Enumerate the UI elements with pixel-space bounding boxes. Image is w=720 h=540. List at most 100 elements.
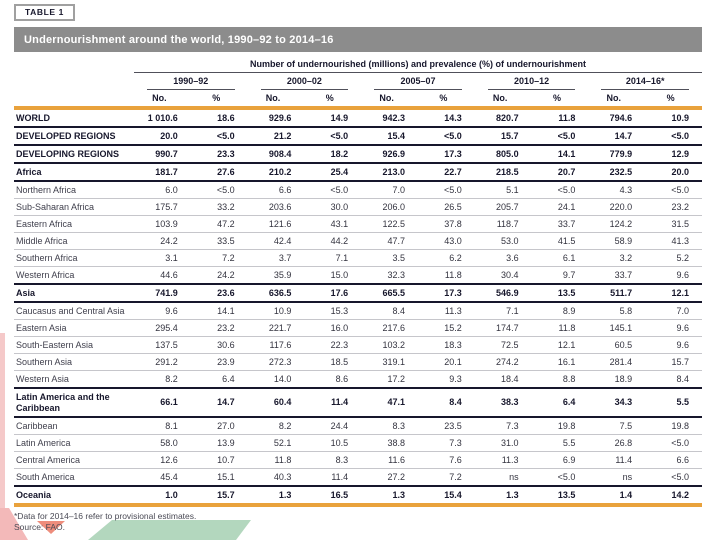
cell-value: 221.7: [247, 319, 305, 337]
cell-value: 122.5: [361, 215, 418, 233]
cell-value: 3.5: [361, 249, 418, 267]
cell-value: 929.6: [247, 108, 305, 128]
cell-value: 18.2: [304, 145, 362, 164]
cell-value: 9.7: [531, 266, 589, 285]
corner-cell: [14, 73, 134, 91]
row-label: Africa: [14, 163, 134, 182]
subcolumn-header-row: No. % No. % No. % No. % No. %: [14, 90, 702, 110]
cell-value: 14.3: [417, 108, 475, 128]
table-row: DEVELOPED REGIONS 20.0 <5.0 21.2 <5.0 15.4 <5.…: [14, 127, 702, 146]
cell-value: 281.4: [588, 353, 646, 371]
cell-value: 27.6: [190, 163, 248, 182]
cell-value: 145.1: [588, 319, 646, 337]
period-header: 1990–92: [134, 73, 248, 90]
cell-value: 11.4: [588, 451, 646, 469]
cell-value: 805.0: [474, 145, 532, 164]
cell-value: 23.6: [190, 284, 248, 303]
cell-value: 23.5: [417, 417, 475, 435]
cell-value: 9.6: [645, 336, 702, 354]
cell-value: 232.5: [588, 163, 646, 182]
cell-value: 58.9: [588, 232, 646, 250]
group-header-row: Number of undernourished (millions) and …: [14, 58, 702, 73]
table-row: Sub-Saharan Africa 175.7 33.2 203.6 30.0 206.…: [14, 198, 702, 216]
cell-value: 779.9: [588, 145, 646, 164]
row-label: DEVELOPED REGIONS: [14, 127, 134, 146]
cell-value: 990.7: [134, 145, 191, 164]
cell-value: 1.0: [134, 486, 191, 507]
cell-value: 20.0: [134, 127, 191, 146]
cell-value: 47.1: [361, 388, 418, 418]
cell-value: ns: [474, 468, 532, 487]
table-row: Northern Africa 6.0 <5.0 6.6 <5.0 7.0 <5.0 5.1 <…: [14, 181, 702, 199]
cell-value: <5.0: [645, 181, 702, 199]
row-label: South-Eastern Asia: [14, 336, 134, 354]
footnote-source: Source: FAO.: [14, 522, 66, 533]
cell-value: 20.7: [531, 163, 589, 182]
cell-value: <5.0: [190, 181, 248, 199]
table-row: WORLD 1 010.6 18.6 929.6 14.9 942.3 14.3 820.7 1…: [14, 108, 702, 128]
cell-value: 218.5: [474, 163, 532, 182]
cell-value: 5.5: [531, 434, 589, 452]
cell-value: 16.1: [531, 353, 589, 371]
corner-cell: [14, 58, 134, 73]
cell-value: 1.3: [474, 486, 532, 507]
cell-value: 17.6: [304, 284, 362, 303]
cell-value: 12.6: [134, 451, 191, 469]
cell-value: 124.2: [588, 215, 646, 233]
cell-value: <5.0: [531, 181, 589, 199]
cell-value: 741.9: [134, 284, 191, 303]
cell-value: 33.2: [190, 198, 248, 216]
cell-value: 15.7: [474, 127, 532, 146]
row-label: WORLD: [14, 108, 134, 128]
cell-value: 6.6: [645, 451, 702, 469]
table-row: South-Eastern Asia 137.5 30.6 117.6 22.3 103.…: [14, 336, 702, 354]
cell-value: 10.5: [304, 434, 362, 452]
row-label: Latin America and the Caribbean: [14, 388, 134, 418]
cell-value: 12.9: [645, 145, 702, 164]
cell-value: 11.8: [531, 319, 589, 337]
cell-value: 18.4: [474, 370, 532, 389]
cell-value: 1.3: [247, 486, 305, 507]
row-label: Eastern Asia: [14, 319, 134, 337]
cell-value: 511.7: [588, 284, 646, 303]
cell-value: 7.3: [417, 434, 475, 452]
cell-value: 291.2: [134, 353, 191, 371]
cell-value: 14.2: [645, 486, 702, 507]
cell-value: 14.1: [190, 302, 248, 320]
subcolumn-header: No.: [247, 90, 305, 110]
cell-value: 7.2: [190, 249, 248, 267]
cell-value: 8.4: [417, 388, 475, 418]
cell-value: 6.4: [190, 370, 248, 389]
cell-value: 23.2: [645, 198, 702, 216]
cell-value: 14.7: [588, 127, 646, 146]
cell-value: 53.0: [474, 232, 532, 250]
cell-value: 14.9: [304, 108, 362, 128]
period-header-row: 1990–92 2000–02 2005–07 2010–12 2014–16*: [14, 73, 702, 91]
cell-value: 33.5: [190, 232, 248, 250]
table-row: Middle Africa 24.2 33.5 42.4 44.2 47.7 43.0 53.…: [14, 232, 702, 250]
cell-value: 31.0: [474, 434, 532, 452]
table-row: Asia 741.9 23.6 636.5 17.6 665.5 17.3 546.9 13.5…: [14, 284, 702, 303]
cell-value: 210.2: [247, 163, 305, 182]
cell-value: 23.9: [190, 353, 248, 371]
table-title-bar: Undernourishment around the world, 1990–…: [14, 27, 702, 52]
cell-value: 26.8: [588, 434, 646, 452]
cell-value: 1 010.6: [134, 108, 191, 128]
cell-value: 13.9: [190, 434, 248, 452]
cell-value: 40.3: [247, 468, 305, 487]
cell-value: 22.7: [417, 163, 475, 182]
cell-value: 3.1: [134, 249, 191, 267]
corner-cell: [14, 90, 134, 110]
subcolumn-header: No.: [134, 90, 191, 110]
table-row: Latin America 58.0 13.9 52.1 10.5 38.8 7.3 31.0…: [14, 434, 702, 452]
row-label: South America: [14, 468, 134, 487]
cell-value: <5.0: [417, 181, 475, 199]
table-row: Southern Africa 3.1 7.2 3.7 7.1 3.5 6.2 3.6 6.1 3…: [14, 249, 702, 267]
period-header: 2010–12: [475, 73, 589, 90]
cell-value: 7.0: [361, 181, 418, 199]
cell-value: 8.2: [134, 370, 191, 389]
cell-value: 118.7: [474, 215, 532, 233]
cell-value: 22.3: [304, 336, 362, 354]
subcolumn-header: %: [531, 90, 589, 110]
